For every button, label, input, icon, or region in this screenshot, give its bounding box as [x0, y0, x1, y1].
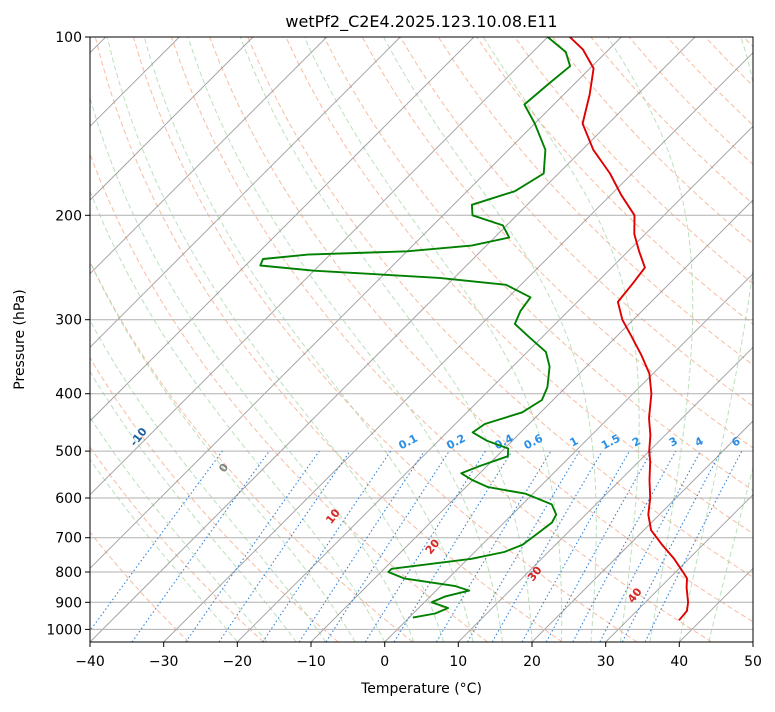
y-tick-label: 600 [55, 491, 82, 507]
x-tick-label: 50 [744, 654, 762, 670]
y-tick-label: 700 [55, 531, 82, 547]
y-tick-label: 500 [55, 444, 82, 460]
y-axis-label: Pressure (hPa) [12, 289, 28, 389]
x-tick-label: −40 [75, 654, 105, 670]
x-axis-label: Temperature (°C) [360, 681, 482, 697]
x-tick-label: −20 [223, 654, 253, 670]
x-tick-label: 0 [380, 654, 389, 670]
y-tick-label: 900 [55, 595, 82, 611]
x-tick-label: 40 [670, 654, 688, 670]
y-tick-label: 200 [55, 208, 82, 224]
x-tick-label: −30 [149, 654, 179, 670]
y-tick-label: 1000 [46, 622, 82, 638]
y-tick-label: 300 [55, 313, 82, 329]
y-tick-label: 100 [55, 30, 82, 46]
y-tick-label: 800 [55, 565, 82, 581]
chart-title: wetPf2_C2E4.2025.123.10.08.E11 [285, 12, 557, 32]
x-tick-label: 20 [523, 654, 541, 670]
y-tick-label: 400 [55, 387, 82, 403]
x-tick-label: −10 [296, 654, 326, 670]
x-tick-label: 10 [449, 654, 467, 670]
x-tick-label: 30 [597, 654, 615, 670]
